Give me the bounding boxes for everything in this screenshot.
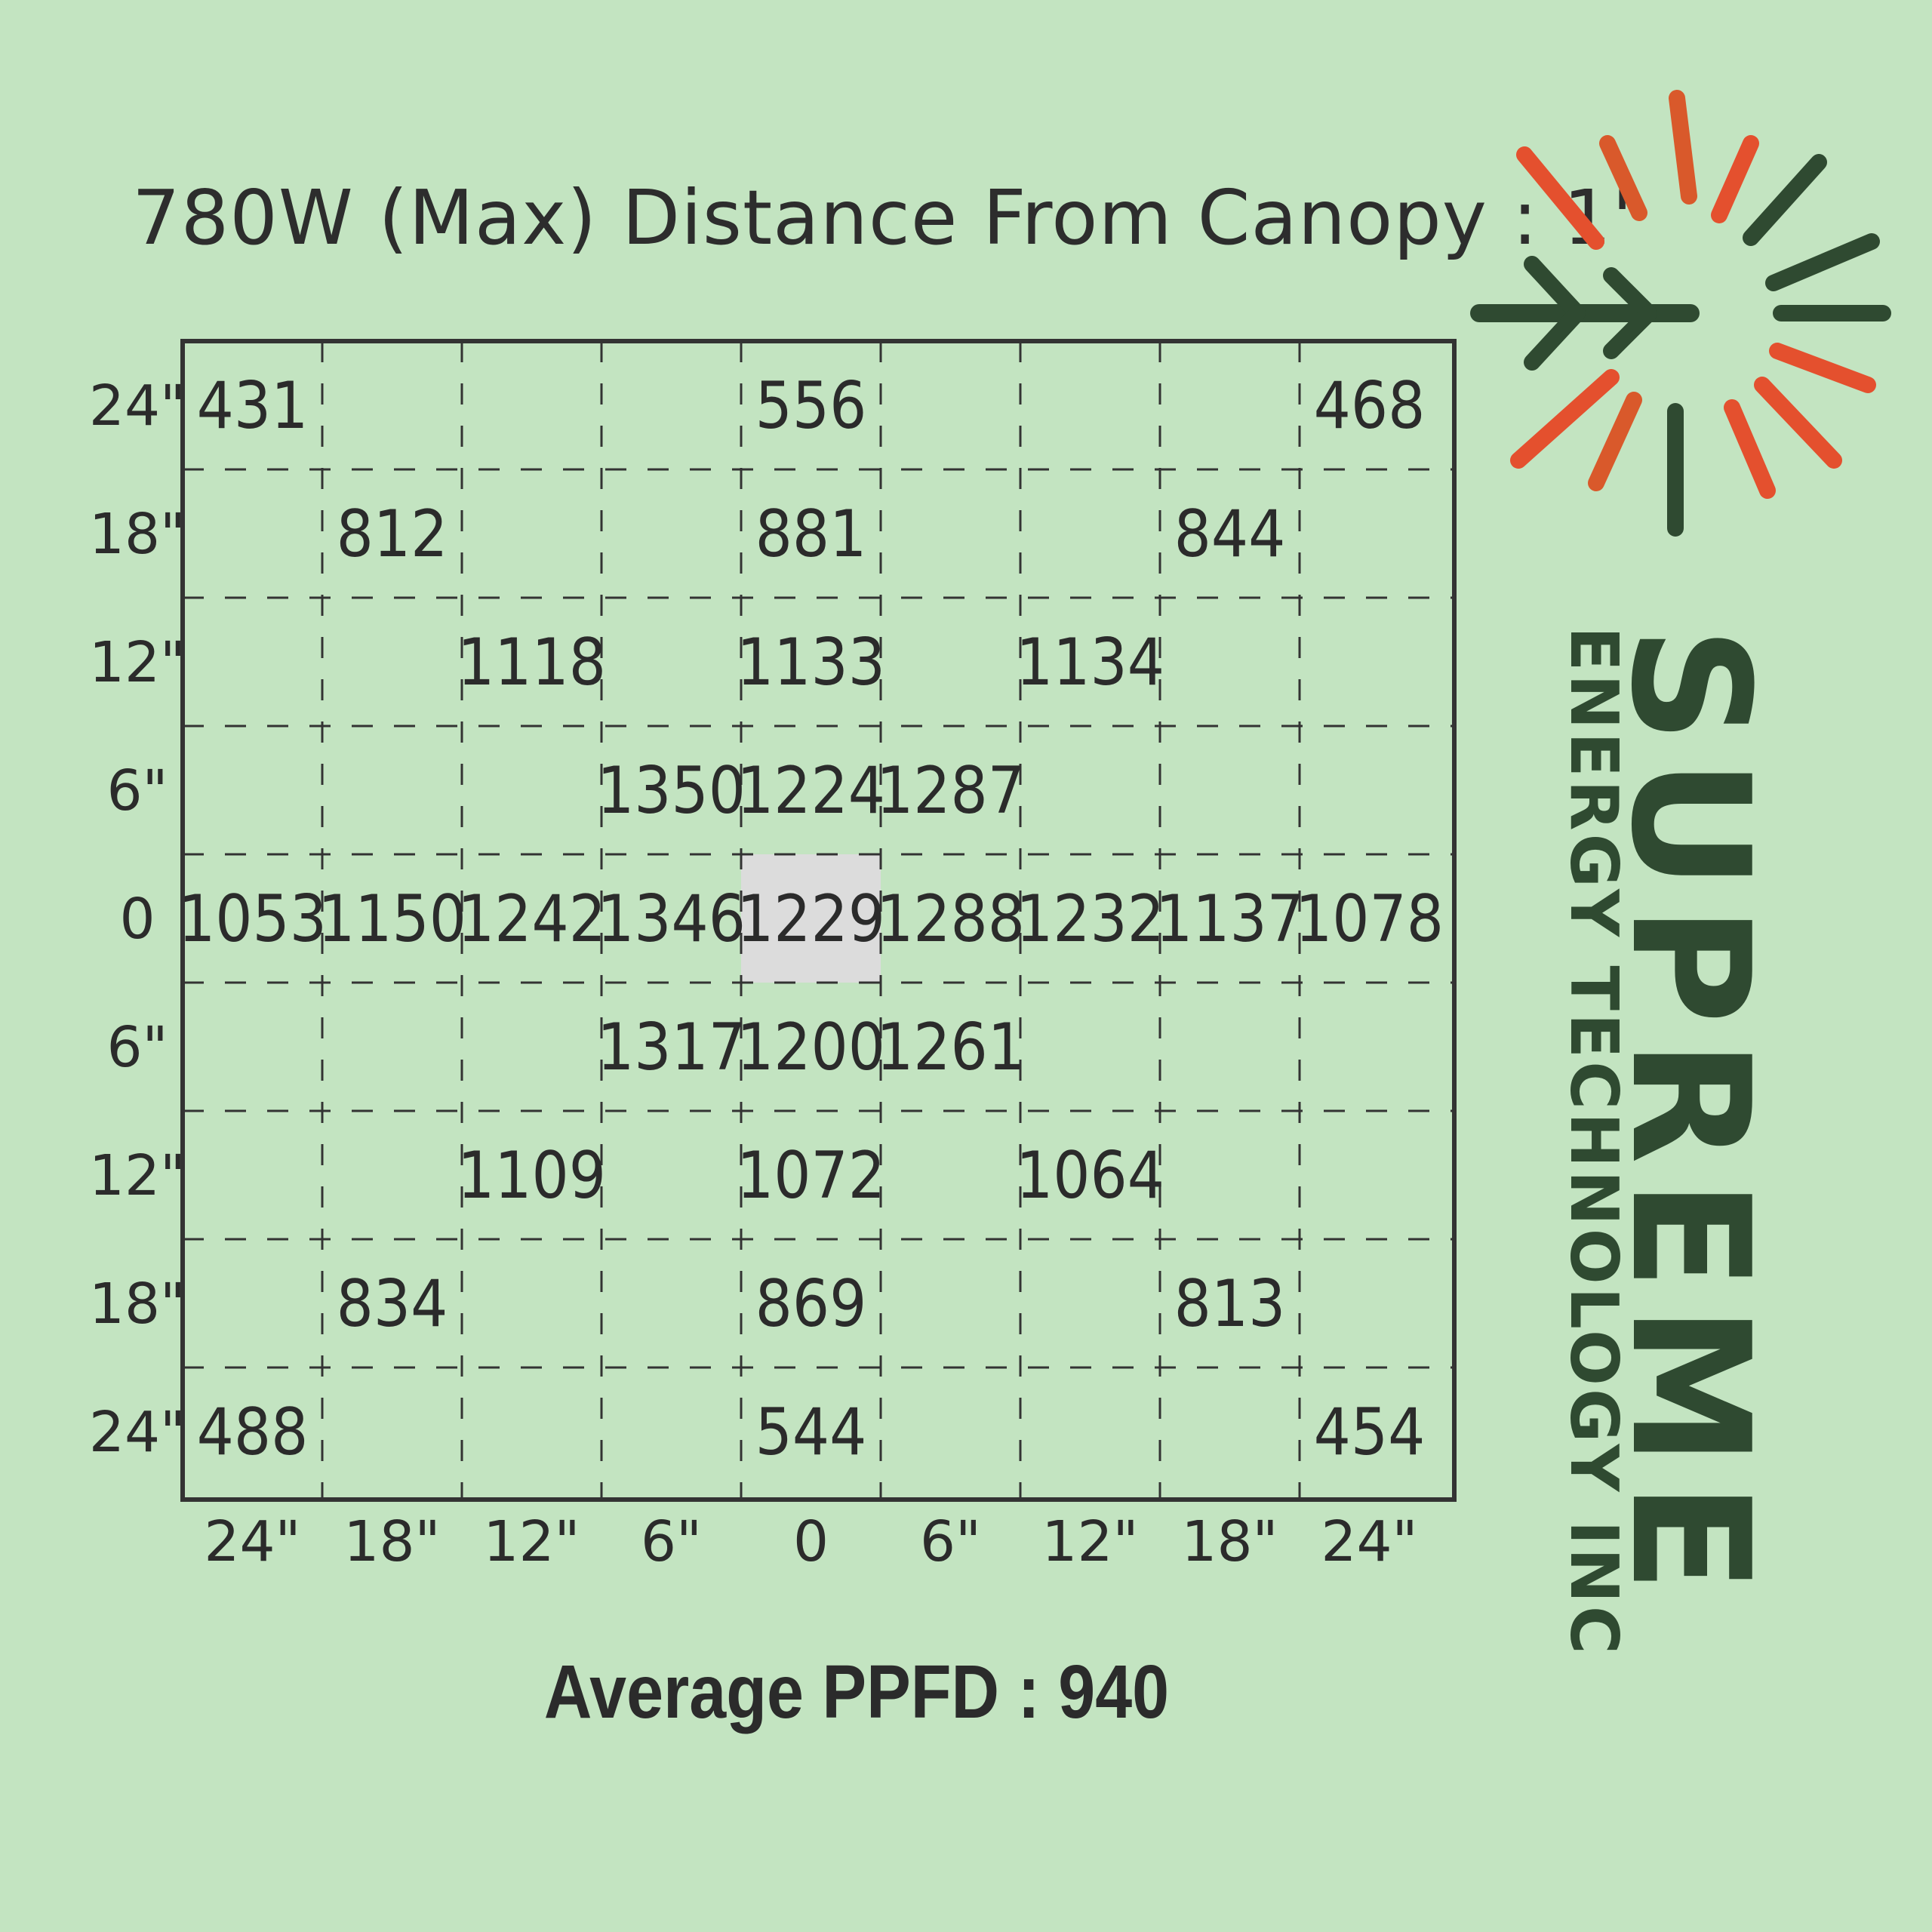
ppfd-value: 1261 [876, 1010, 1025, 1085]
x-tick-label: 24" [1321, 1509, 1417, 1574]
y-tick-label: 18" [89, 1272, 186, 1337]
x-tick-label: 18" [343, 1509, 440, 1574]
y-tick-label: 24" [89, 374, 186, 438]
ppfd-value: 1150 [318, 881, 466, 957]
ppfd-value: 1224 [737, 753, 885, 829]
ppfd-value: 1242 [457, 881, 606, 957]
ppfd-value: 1137 [1155, 881, 1304, 957]
y-tick-label: 6" [106, 1015, 168, 1080]
brand-tagline: ENERGY TECHNOLOGY INC [1555, 626, 1632, 1657]
x-tick-label: 12" [483, 1509, 580, 1574]
ppfd-value: 881 [755, 497, 867, 572]
ppfd-value: 1072 [737, 1138, 885, 1214]
y-tick-label: 12" [89, 1143, 186, 1208]
ppfd-value: 1134 [1016, 625, 1164, 700]
y-tick-label: 12" [89, 630, 186, 695]
x-tick-label: 6" [920, 1509, 981, 1574]
ppfd-value: 1229 [737, 881, 885, 957]
brand-wordmark: SUPREME ENERGY TECHNOLOGY INC [1555, 619, 1792, 1849]
y-tick-label: 24" [89, 1400, 186, 1465]
ppfd-value: 454 [1314, 1395, 1426, 1470]
ppfd-value: 869 [755, 1266, 867, 1342]
ppfd-value: 556 [755, 368, 867, 444]
grid-frame [180, 339, 1457, 1502]
ppfd-value: 1288 [876, 881, 1025, 957]
x-tick-label: 0 [793, 1509, 829, 1574]
ppfd-value: 488 [197, 1395, 309, 1470]
highlight-cell [741, 854, 881, 983]
ppfd-value: 1053 [178, 881, 327, 957]
x-tick-label: 24" [204, 1509, 300, 1574]
ppfd-value: 1232 [1016, 881, 1164, 957]
ppfd-value: 1109 [457, 1138, 606, 1214]
ppfd-value: 1078 [1295, 881, 1444, 957]
x-tick-label: 12" [1041, 1509, 1138, 1574]
ppfd-value: 431 [197, 368, 309, 444]
y-tick-label: 0 [119, 887, 155, 952]
chart-title: 780W (Max) Distance From Canopy : 1' [132, 174, 1634, 262]
ppfd-value: 1350 [597, 753, 746, 829]
y-tick-label: 6" [106, 758, 168, 823]
ppfd-value: 1118 [457, 625, 606, 700]
ppfd-value: 1287 [876, 753, 1025, 829]
ppfd-value: 1317 [597, 1010, 746, 1085]
sun-tree-logo-icon [1470, 90, 1891, 537]
y-tick-label: 18" [89, 502, 186, 567]
ppfd-value: 834 [337, 1266, 448, 1342]
ppfd-value: 468 [1314, 368, 1426, 444]
ppfd-value: 544 [755, 1395, 867, 1470]
average-ppfd: Average PPFD : 940 [543, 1650, 1170, 1734]
ppfd-value: 844 [1174, 497, 1286, 572]
ppfd-value: 1064 [1016, 1138, 1164, 1214]
x-tick-label: 18" [1181, 1509, 1278, 1574]
x-tick-label: 6" [641, 1509, 702, 1574]
ppfd-value: 1133 [737, 625, 885, 700]
ppfd-value: 1346 [597, 881, 746, 957]
ppfd-value: 813 [1174, 1266, 1286, 1342]
ppfd-value: 1200 [737, 1010, 885, 1085]
ppfd-value: 812 [337, 497, 448, 572]
